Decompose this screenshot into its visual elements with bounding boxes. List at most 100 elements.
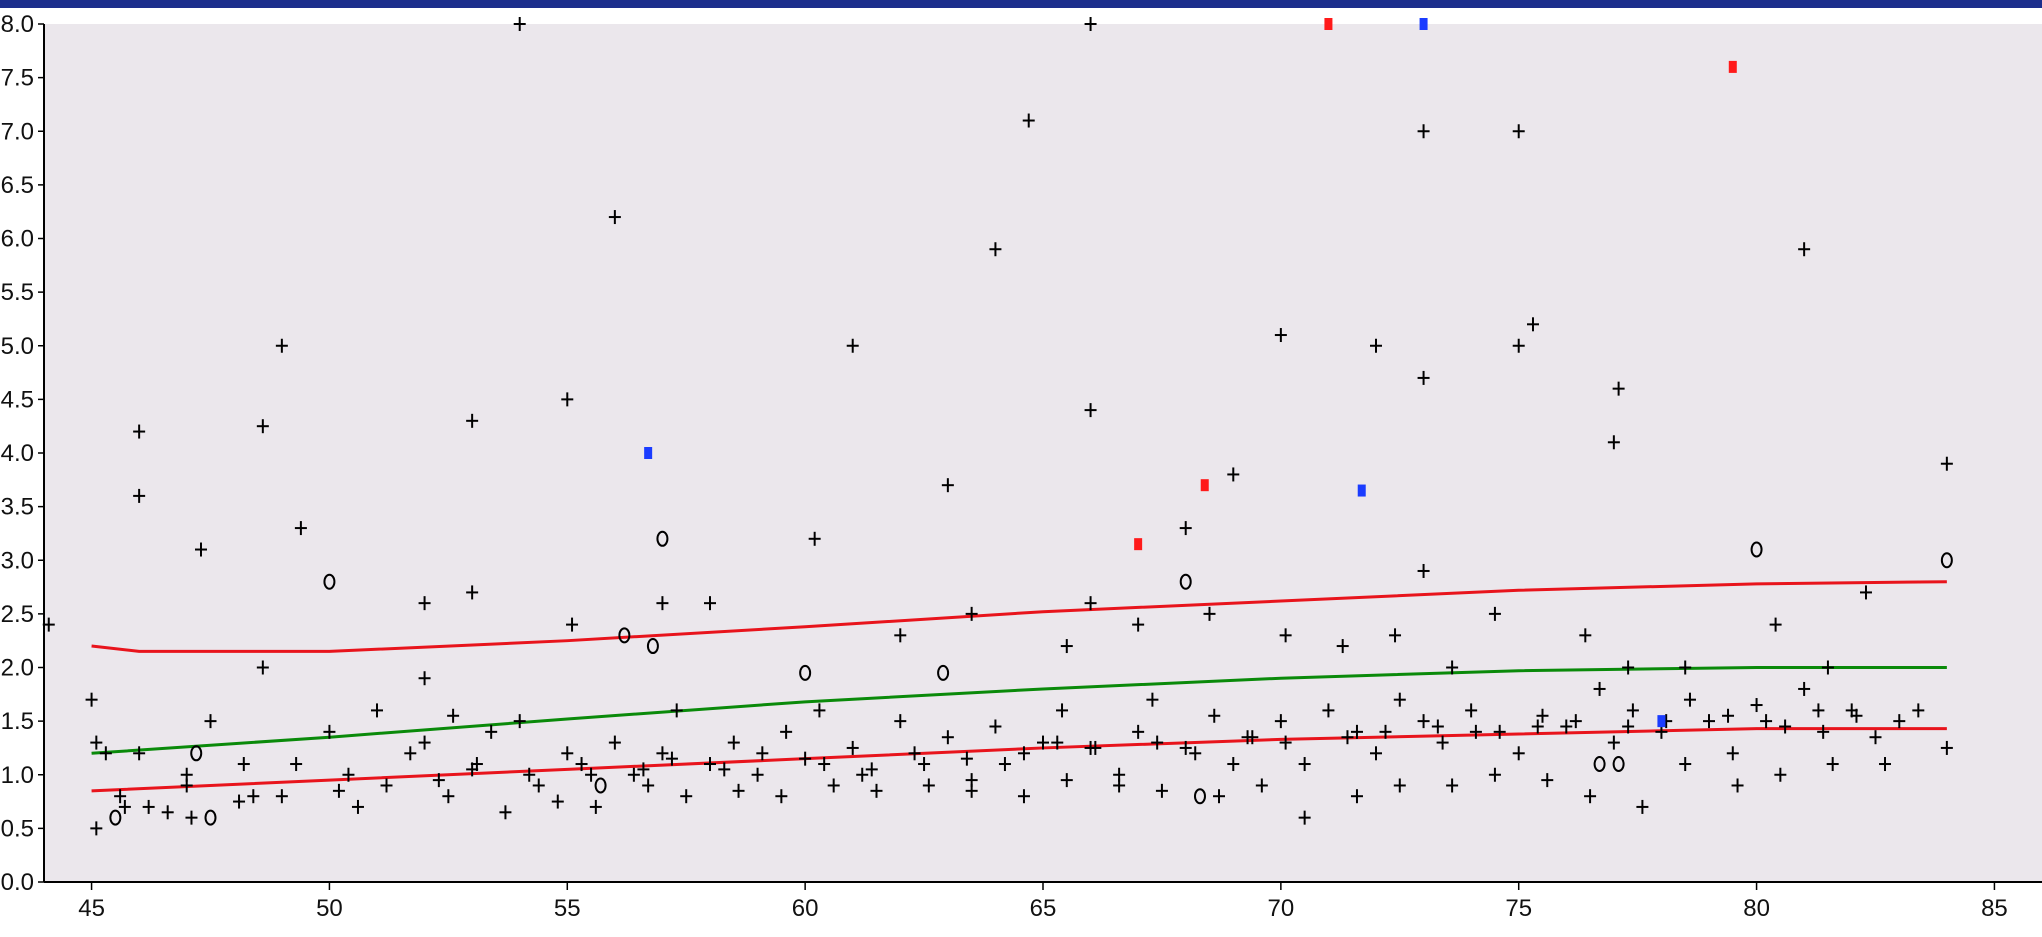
data-point bbox=[351, 799, 364, 814]
data-point bbox=[1488, 767, 1501, 782]
data-point bbox=[194, 542, 207, 557]
data-point bbox=[1113, 778, 1126, 793]
data-point bbox=[432, 773, 445, 788]
data-point bbox=[627, 767, 640, 782]
data-point bbox=[323, 724, 336, 739]
y-tick-label: 5.5 bbox=[1, 279, 34, 306]
data-point bbox=[575, 757, 588, 772]
data-point bbox=[470, 757, 483, 772]
data-point bbox=[1037, 735, 1049, 750]
data-point bbox=[1417, 714, 1430, 729]
highlight-marker bbox=[1357, 484, 1366, 497]
data-point bbox=[1722, 708, 1735, 723]
data-point bbox=[204, 714, 217, 729]
data-point bbox=[133, 424, 146, 439]
data-point bbox=[799, 751, 812, 766]
highlight-marker bbox=[1200, 479, 1209, 492]
data-point bbox=[1189, 746, 1202, 761]
data-point bbox=[1940, 456, 1953, 471]
data-point bbox=[1350, 789, 1363, 804]
data-point bbox=[960, 751, 973, 766]
data-point bbox=[1431, 719, 1444, 734]
data-point bbox=[1826, 757, 1839, 772]
data-point bbox=[1336, 639, 1349, 654]
x-tick-label: 55 bbox=[554, 895, 581, 922]
data-point bbox=[90, 821, 103, 836]
data-point bbox=[1940, 740, 1953, 755]
data-point bbox=[1821, 660, 1834, 675]
data-point bbox=[380, 778, 393, 793]
data-point bbox=[1912, 703, 1925, 718]
data-point bbox=[1417, 563, 1430, 578]
data-point bbox=[846, 338, 859, 353]
data-point bbox=[727, 735, 740, 750]
data-point bbox=[642, 778, 655, 793]
y-tick-label: 3.0 bbox=[1, 547, 34, 574]
data-point bbox=[447, 708, 460, 723]
highlight-marker bbox=[1657, 715, 1666, 728]
x-tick-label: 85 bbox=[1981, 895, 2008, 922]
data-point bbox=[608, 210, 621, 225]
data-point bbox=[780, 724, 793, 739]
y-tick-label: 2.5 bbox=[1, 601, 34, 628]
data-point bbox=[894, 714, 907, 729]
data-point bbox=[1393, 692, 1406, 707]
data-point bbox=[1146, 692, 1159, 707]
data-point bbox=[1469, 724, 1482, 739]
data-point bbox=[256, 660, 269, 675]
highlight-marker bbox=[1134, 538, 1143, 551]
scatter-chart: 0.0 0.5 1.0 1.5 2.0 2.5 3.0 3.5 4.0 4.5 5.0 5.5 6.0 6… bbox=[1, 11, 2042, 922]
axes: 0.0 0.5 1.0 1.5 2.0 2.5 3.0 3.5 4.0 4.5 5.0 5.5 6.0 6… bbox=[1, 11, 2042, 922]
data-point bbox=[1213, 789, 1226, 804]
data-point bbox=[418, 735, 431, 750]
data-point bbox=[1869, 730, 1882, 745]
data-point bbox=[704, 596, 716, 611]
data-point bbox=[827, 778, 840, 793]
data-point bbox=[1607, 435, 1620, 450]
data-point bbox=[1208, 708, 1221, 723]
data-point bbox=[918, 757, 931, 772]
data-point bbox=[1279, 628, 1292, 643]
data-point bbox=[418, 671, 431, 686]
data-point bbox=[998, 757, 1011, 772]
data-point bbox=[908, 746, 921, 761]
y-tick-label: 8.0 bbox=[1, 11, 34, 38]
data-point bbox=[1322, 703, 1335, 718]
data-point bbox=[1060, 773, 1073, 788]
data-point-circle bbox=[323, 573, 336, 590]
data-point bbox=[585, 767, 598, 782]
data-point bbox=[294, 521, 307, 536]
x-tick-label: 65 bbox=[1030, 895, 1057, 922]
data-point bbox=[1179, 521, 1192, 536]
data-point bbox=[732, 783, 745, 798]
data-point bbox=[1060, 639, 1073, 654]
data-point bbox=[1679, 757, 1692, 772]
data-point bbox=[1179, 740, 1192, 755]
data-point bbox=[1151, 735, 1164, 750]
data-point bbox=[870, 783, 883, 798]
data-point bbox=[670, 703, 683, 718]
data-point bbox=[1274, 328, 1287, 343]
data-point bbox=[856, 767, 869, 782]
data-point bbox=[751, 767, 764, 782]
x-tick-label: 70 bbox=[1268, 895, 1295, 922]
data-point bbox=[680, 789, 693, 804]
data-point bbox=[1341, 730, 1354, 745]
data-point-circle bbox=[1940, 552, 1953, 569]
data-point bbox=[1493, 724, 1506, 739]
data-point-circle bbox=[618, 627, 631, 644]
data-point bbox=[566, 617, 579, 632]
data-point bbox=[1750, 698, 1763, 713]
data-point bbox=[1350, 724, 1363, 739]
data-point-circle bbox=[1193, 788, 1206, 805]
data-point bbox=[342, 767, 355, 782]
data-point bbox=[1817, 724, 1830, 739]
data-point bbox=[114, 789, 127, 804]
data-point bbox=[656, 596, 669, 611]
data-point bbox=[1298, 757, 1311, 772]
x-tick-label: 45 bbox=[78, 895, 105, 922]
data-point bbox=[1679, 660, 1692, 675]
data-point-circle bbox=[799, 664, 812, 681]
data-point bbox=[1132, 724, 1145, 739]
data-point bbox=[1798, 242, 1811, 257]
